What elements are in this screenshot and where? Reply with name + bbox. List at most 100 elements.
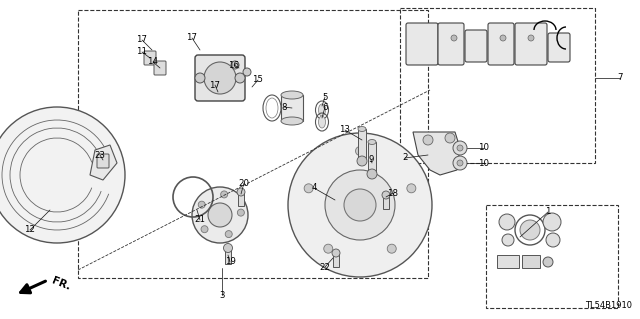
Bar (522, 255, 540, 268)
Circle shape (451, 35, 457, 41)
Circle shape (325, 170, 395, 240)
Text: 8: 8 (281, 102, 287, 112)
Text: 17: 17 (209, 80, 221, 90)
Polygon shape (90, 145, 117, 180)
Circle shape (528, 35, 534, 41)
Polygon shape (413, 132, 460, 175)
Circle shape (324, 244, 333, 253)
Bar (333, 253, 339, 267)
Circle shape (355, 146, 365, 155)
Circle shape (543, 213, 561, 231)
Circle shape (407, 184, 416, 193)
Text: 3: 3 (220, 291, 225, 300)
Ellipse shape (319, 116, 326, 128)
Text: 4: 4 (311, 183, 317, 192)
Circle shape (382, 191, 390, 199)
FancyBboxPatch shape (195, 55, 245, 101)
Circle shape (201, 226, 208, 233)
Text: FR.: FR. (50, 276, 72, 292)
Text: 19: 19 (225, 257, 236, 266)
Bar (368, 142, 376, 174)
Ellipse shape (319, 104, 326, 116)
Circle shape (520, 220, 540, 240)
Circle shape (546, 233, 560, 247)
Text: 11: 11 (136, 48, 147, 56)
Text: 17: 17 (136, 35, 147, 44)
Circle shape (288, 133, 432, 277)
FancyBboxPatch shape (465, 30, 487, 62)
Text: 17: 17 (186, 33, 198, 42)
Text: 22: 22 (319, 263, 330, 271)
Bar (497, 255, 519, 268)
Text: 20: 20 (239, 179, 250, 188)
Circle shape (223, 243, 232, 253)
Circle shape (225, 231, 232, 238)
Circle shape (453, 156, 467, 170)
Bar (358, 129, 366, 161)
Circle shape (344, 189, 376, 221)
Bar (383, 195, 389, 209)
Text: 16: 16 (228, 61, 239, 70)
Text: 10: 10 (479, 144, 490, 152)
Circle shape (195, 73, 205, 83)
Bar (238, 192, 244, 206)
Text: 1: 1 (545, 207, 551, 217)
Circle shape (198, 201, 205, 208)
Circle shape (304, 184, 313, 193)
Text: 18: 18 (387, 189, 399, 197)
Circle shape (332, 249, 340, 257)
Ellipse shape (281, 91, 303, 99)
Circle shape (357, 156, 367, 166)
Text: 12: 12 (24, 226, 35, 234)
Text: 7: 7 (617, 73, 623, 83)
Ellipse shape (281, 117, 303, 125)
Circle shape (0, 107, 125, 243)
FancyBboxPatch shape (438, 23, 464, 65)
Circle shape (192, 187, 248, 243)
Circle shape (500, 35, 506, 41)
Bar (78, 10, 428, 278)
FancyBboxPatch shape (144, 51, 156, 65)
FancyBboxPatch shape (154, 61, 166, 75)
Circle shape (367, 169, 377, 179)
FancyBboxPatch shape (515, 23, 547, 65)
Bar (281, 95, 303, 121)
Text: 10: 10 (479, 159, 490, 167)
FancyBboxPatch shape (488, 23, 514, 65)
Circle shape (235, 73, 245, 83)
Circle shape (499, 214, 515, 230)
Circle shape (502, 234, 514, 246)
Circle shape (204, 62, 236, 94)
Bar (400, 8, 595, 163)
Bar (225, 248, 231, 264)
FancyBboxPatch shape (97, 154, 109, 168)
Bar (486, 205, 618, 308)
Text: 13: 13 (339, 125, 351, 135)
Circle shape (457, 145, 463, 151)
FancyBboxPatch shape (548, 33, 570, 62)
Circle shape (208, 203, 232, 227)
Circle shape (221, 191, 228, 198)
Circle shape (445, 133, 455, 143)
Text: 9: 9 (368, 155, 374, 165)
Circle shape (387, 244, 396, 253)
Circle shape (237, 209, 244, 216)
Text: 15: 15 (253, 76, 264, 85)
Text: 2: 2 (403, 153, 408, 162)
Text: 5: 5 (323, 93, 328, 101)
Circle shape (231, 61, 239, 69)
Circle shape (453, 141, 467, 155)
Text: 23: 23 (95, 151, 106, 160)
Ellipse shape (368, 139, 376, 145)
Text: 14: 14 (147, 57, 159, 66)
FancyBboxPatch shape (406, 23, 438, 65)
Circle shape (237, 188, 245, 196)
Ellipse shape (358, 127, 366, 131)
Text: 6: 6 (323, 102, 328, 112)
Circle shape (423, 135, 433, 145)
Circle shape (543, 257, 553, 267)
Circle shape (243, 68, 251, 76)
Text: TL54B1910: TL54B1910 (585, 301, 632, 310)
Circle shape (457, 160, 463, 166)
Text: 21: 21 (195, 216, 205, 225)
